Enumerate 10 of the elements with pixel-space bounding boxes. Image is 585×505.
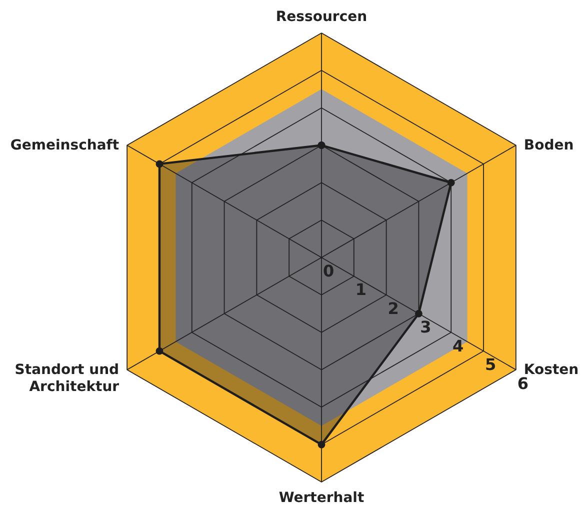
spoke-label: Standort und Architektur: [14, 362, 120, 395]
y-tick-label: 3: [420, 318, 432, 337]
spoke-label: Ressourcen: [276, 9, 368, 25]
y-tick-label: 1: [355, 280, 366, 300]
spoke-label: Gemeinschaft: [10, 137, 120, 154]
spoke-label: Werterhalt: [278, 490, 364, 505]
y-tick-label: 5: [484, 355, 496, 374]
y-tick-label: 2: [388, 298, 399, 318]
y-tick-label: 0: [322, 262, 334, 280]
spoke-label: Boden: [524, 137, 574, 154]
